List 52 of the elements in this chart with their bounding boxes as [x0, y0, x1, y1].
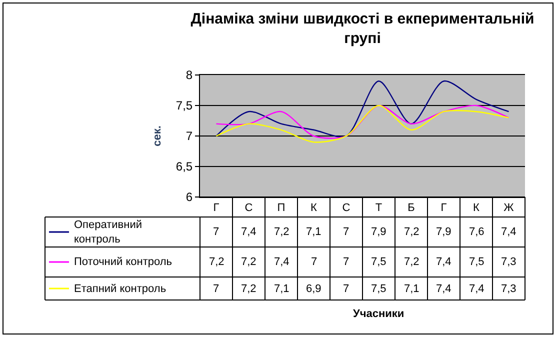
data-label: 7	[343, 256, 350, 268]
data-label: 7,5	[371, 283, 386, 295]
data-label: 7,2	[404, 226, 420, 238]
legend-label: Поточний контроль	[74, 256, 172, 268]
data-label: 7	[213, 283, 220, 295]
data-label: 7,2	[241, 256, 256, 268]
data-label: 7	[343, 283, 350, 295]
x-tick-label: С	[342, 202, 350, 214]
data-label: 7,1	[274, 283, 290, 295]
data-label: 7,4	[241, 226, 256, 238]
x-tick-label: Г	[213, 202, 220, 214]
data-label: 7	[311, 256, 318, 268]
x-tick-label: Г	[440, 202, 447, 214]
x-tick-label: К	[310, 202, 318, 214]
data-label: 7,6	[469, 226, 484, 238]
data-label: 7,5	[469, 256, 484, 268]
data-label: 6,9	[306, 283, 322, 295]
chart-title: Дінаміка зміни швидкості в екпериментальній групі	[190, 10, 534, 48]
data-label: 7,4	[469, 283, 484, 295]
data-label: 7,3	[501, 256, 516, 268]
legend-label: Оперативний контроль	[74, 219, 142, 246]
data-label: 7	[213, 226, 220, 238]
data-label: 7,2	[241, 283, 256, 295]
x-tick-label: Т	[375, 202, 382, 214]
data-label: 7,2	[274, 226, 290, 238]
y-tick-label: 6,5	[176, 160, 193, 174]
data-label: 7,9	[436, 226, 452, 238]
data-label: 7,1	[306, 226, 322, 238]
x-tick-label: П	[277, 202, 286, 214]
x-tick-label: Ж	[504, 202, 514, 214]
y-tick-label: 6	[186, 190, 193, 204]
x-tick-label: К	[473, 202, 480, 214]
y-tick-label: 7,5	[176, 98, 193, 113]
x-tick-label: Б	[408, 202, 415, 214]
data-label: 7,4	[436, 256, 452, 268]
data-label: 7,2	[209, 256, 224, 268]
y-axis-title: сек.	[152, 126, 164, 146]
data-label: 7	[343, 226, 350, 238]
data-label: 7,4	[274, 256, 290, 268]
y-tick-label: 8	[186, 68, 193, 82]
data-label: 7,4	[501, 226, 516, 238]
data-label: 7,9	[371, 226, 386, 238]
legend-label: Етапний контроль	[74, 283, 166, 295]
data-label: 7,5	[371, 256, 386, 268]
data-label: 7,4	[436, 283, 452, 295]
line-series	[216, 80, 510, 138]
text: Учасники	[353, 308, 404, 320]
y-tick-label: 7	[186, 129, 193, 144]
x-tick-label: С	[244, 202, 253, 214]
data-label: 7,1	[404, 283, 420, 295]
data-label: 7,3	[501, 283, 516, 295]
data-label: 7,2	[404, 256, 420, 268]
